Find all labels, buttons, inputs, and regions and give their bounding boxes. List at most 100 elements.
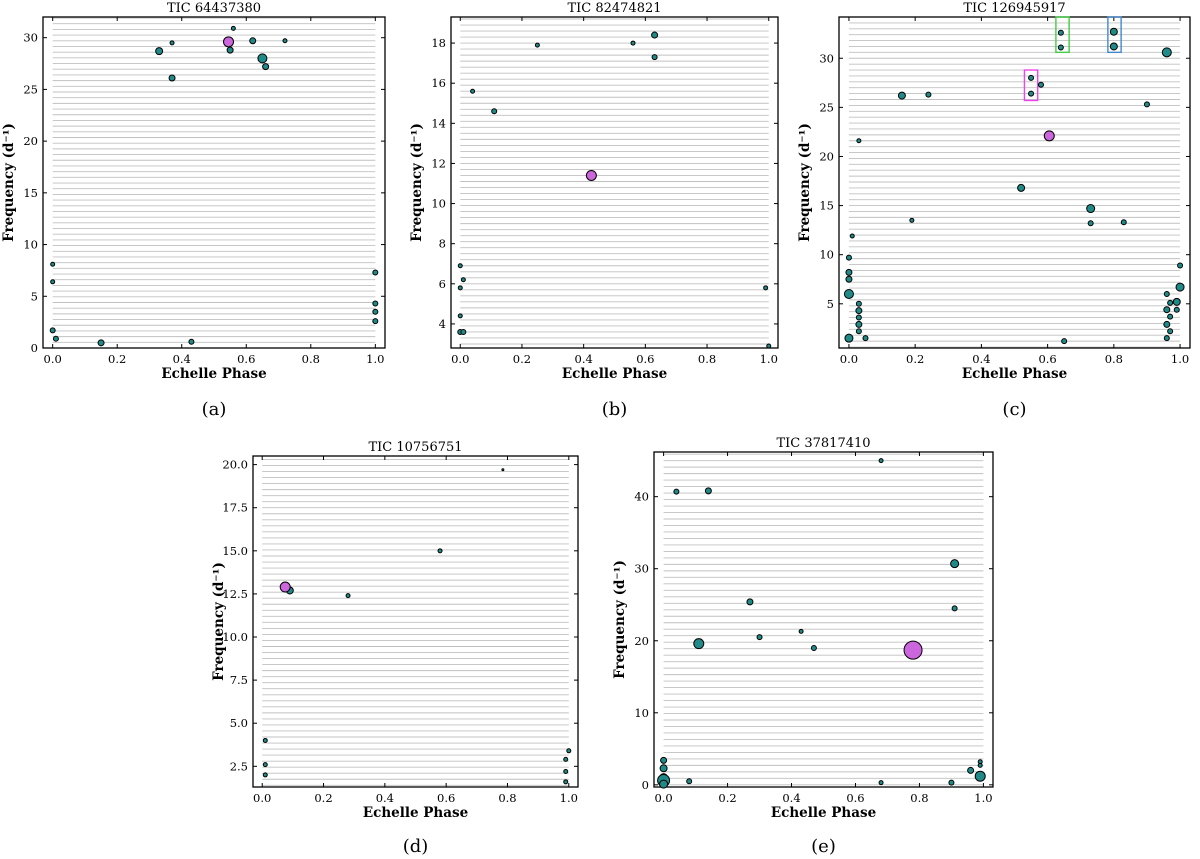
y-tick-label: 7.5 (230, 673, 248, 687)
data-point (686, 778, 693, 785)
y-tick-label: 10.0 (222, 630, 248, 644)
data-point (563, 779, 569, 785)
data-point (1163, 335, 1170, 342)
data-point (372, 269, 379, 276)
chart-title: TIC 126945917 (963, 1, 1065, 16)
data-point (909, 217, 915, 223)
x-tick-label: 1.0 (366, 352, 384, 366)
y-axis-label: Frequency (d⁻¹) (612, 560, 628, 679)
x-tick-label: 0.0 (654, 791, 672, 805)
data-point (168, 74, 176, 82)
data-point (977, 762, 983, 768)
data-point (155, 47, 164, 56)
data-point (563, 768, 569, 774)
y-tick-label: 10 (819, 248, 834, 262)
data-point (1028, 74, 1035, 81)
data-point (1120, 219, 1127, 226)
y-tick-label: 10 (634, 706, 649, 720)
x-tick-label: 1.0 (1171, 352, 1189, 366)
data-point (97, 339, 105, 347)
data-point (1061, 338, 1068, 345)
x-tick-label: 0.0 (451, 352, 469, 366)
chart-title: TIC 82474821 (567, 1, 661, 16)
subfigure-caption: (e) (811, 836, 836, 857)
grid-lines (262, 458, 569, 786)
x-tick-label: 0.8 (498, 791, 516, 805)
data-point (282, 38, 288, 44)
x-axis-label: Echelle Phase (562, 366, 667, 382)
y-tick-label: 12 (431, 156, 446, 170)
data-point (372, 318, 379, 325)
data-point (460, 328, 467, 335)
data-point (1143, 101, 1150, 108)
data-point (651, 54, 658, 61)
data-point (766, 343, 772, 349)
x-tick-label: 0.6 (437, 791, 455, 805)
data-point (855, 320, 863, 328)
x-tick-label: 0.4 (376, 791, 394, 805)
data-point (845, 275, 853, 283)
data-point (845, 268, 853, 276)
data-point (1177, 262, 1184, 269)
y-tick-label: 5 (827, 297, 834, 311)
data-point (798, 628, 804, 634)
panel-c: 0.0 0.2 0.4 0.6 0.8 1.0 5 10 15 20 25 30 TIC 1269459… (797, 1, 1191, 420)
y-tick-label: 6 (439, 277, 446, 291)
data-point (843, 288, 854, 299)
y-tick-label: 30 (23, 31, 38, 45)
y-tick-label: 20 (819, 149, 834, 163)
x-tick-label: 0.8 (910, 791, 928, 805)
x-tick-label: 0.6 (1038, 352, 1056, 366)
highlight-point (279, 581, 291, 593)
y-tick-label: 12.5 (222, 587, 248, 601)
x-tick-label: 0.2 (906, 352, 924, 366)
data-point (345, 593, 351, 599)
data-point (563, 756, 569, 762)
data-point (50, 261, 56, 267)
grid-lines (663, 453, 984, 786)
data-point (763, 285, 769, 291)
data-point (630, 40, 636, 46)
data-point (226, 46, 234, 54)
data-point (460, 277, 466, 283)
data-point (950, 559, 960, 569)
data-point (1057, 44, 1064, 51)
data-point (262, 737, 268, 743)
subfigure-caption: (b) (602, 399, 628, 420)
data-point (534, 42, 540, 48)
x-tick-label: 0.0 (253, 791, 271, 805)
data-point (974, 770, 986, 782)
x-tick-label: 0.4 (782, 791, 800, 805)
data-point (257, 53, 268, 64)
x-tick-label: 1.0 (760, 352, 778, 366)
x-tick-label: 0.6 (237, 352, 255, 366)
grid-lines (460, 18, 769, 345)
data-point (1109, 42, 1118, 51)
data-point (372, 300, 379, 307)
axes-frame (653, 451, 994, 788)
x-axis-label: Echelle Phase (771, 805, 876, 821)
y-tick-label: 18 (431, 36, 446, 50)
data-point (1161, 47, 1172, 58)
panel-d: 0.0 0.2 0.4 0.6 0.8 1.0 2.5 5.0 7.5 10.0 12.5 15.0 1… (211, 440, 579, 857)
data-point (1037, 81, 1044, 88)
data-point (844, 333, 854, 343)
data-point (862, 335, 869, 342)
x-tick-label: 0.4 (972, 352, 990, 366)
data-point (49, 327, 56, 334)
data-point (746, 598, 754, 606)
subfigure-caption: (c) (1002, 399, 1026, 420)
data-point (1163, 306, 1171, 314)
data-point (855, 307, 863, 315)
y-tick-label: 8 (439, 237, 446, 251)
chart-title: TIC 10756751 (368, 440, 462, 455)
data-point (230, 25, 236, 31)
data-point (491, 108, 498, 115)
data-point (457, 313, 463, 319)
axes-frame (42, 16, 386, 349)
data-point (1163, 320, 1171, 328)
data-point (659, 764, 668, 773)
x-axis-label: Echelle Phase (962, 366, 1067, 382)
data-point (756, 634, 763, 641)
